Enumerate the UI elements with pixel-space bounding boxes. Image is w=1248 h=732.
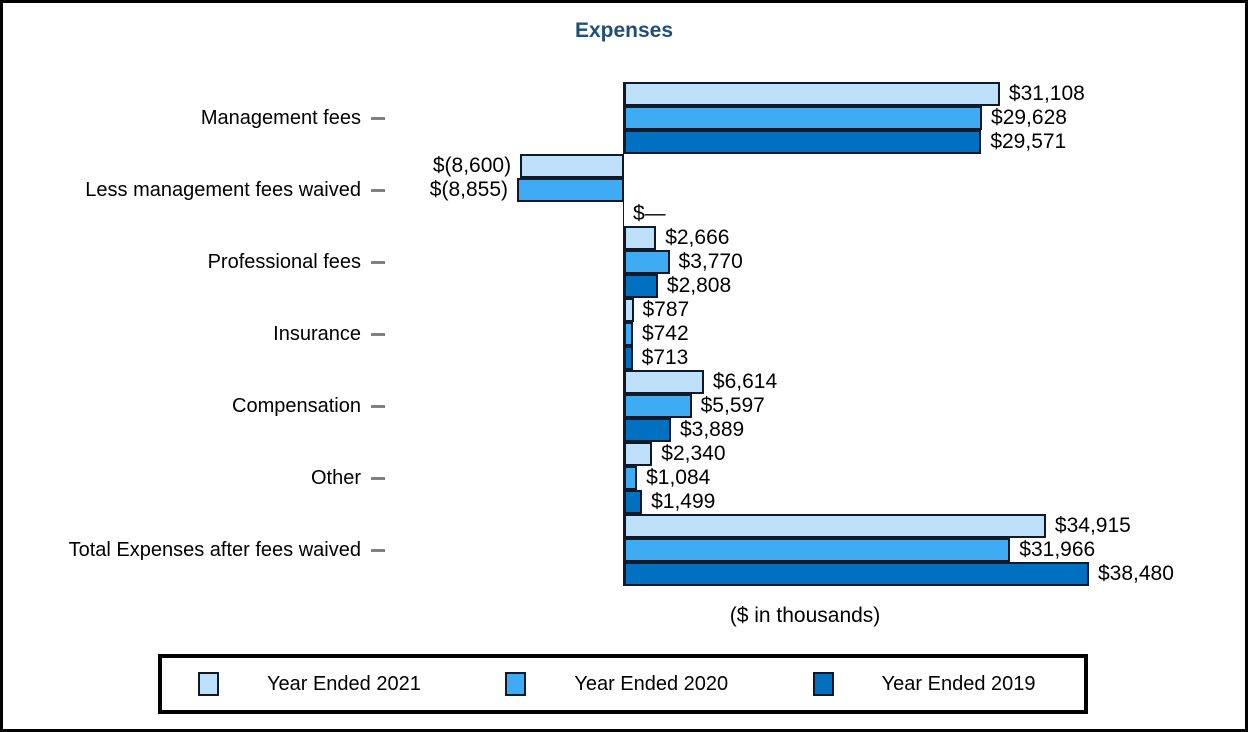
bar bbox=[624, 298, 634, 322]
bar-value-label: $3,770 bbox=[678, 250, 743, 273]
bar bbox=[624, 490, 643, 514]
bar-value-label: $(8,600) bbox=[432, 154, 512, 177]
category-tick bbox=[371, 333, 385, 336]
bar-value-label: $6,614 bbox=[712, 370, 778, 393]
bar bbox=[624, 466, 638, 490]
bar bbox=[624, 442, 653, 466]
bar bbox=[624, 322, 633, 346]
bar bbox=[624, 514, 1046, 538]
bar bbox=[624, 394, 692, 418]
bar bbox=[624, 250, 670, 274]
bar-value-label: $(8,855) bbox=[429, 178, 508, 201]
bar-value-label: $2,340 bbox=[661, 442, 726, 465]
legend-label-2020: Year Ended 2020 bbox=[574, 672, 729, 695]
category-tick bbox=[371, 405, 385, 408]
bar-value-label: $31,966 bbox=[1019, 538, 1096, 561]
plot-area: Management fees $31,108 $29,628 $29,571 Less… bbox=[3, 3, 1245, 729]
legend-swatch-2020 bbox=[505, 672, 527, 696]
bar bbox=[624, 274, 658, 298]
category-label: Professional fees bbox=[207, 250, 361, 273]
category-label: Compensation bbox=[232, 394, 361, 417]
legend-label-2021: Year Ended 2021 bbox=[267, 672, 421, 695]
bar-value-label: $713 bbox=[641, 346, 689, 369]
bar-value-label: $2,808 bbox=[666, 274, 732, 297]
legend-item-2019: Year Ended 2019 bbox=[777, 658, 1084, 710]
axis-units-label: ($ in thousands) bbox=[729, 604, 881, 627]
category-tick bbox=[371, 189, 385, 192]
bar-value-label: $787 bbox=[642, 298, 690, 321]
bar-value-label: $— bbox=[633, 202, 666, 225]
bar-value-label: $29,628 bbox=[991, 106, 1067, 129]
category-tick bbox=[371, 117, 385, 120]
bar-value-label: $34,915 bbox=[1054, 514, 1131, 537]
bar-value-label: $29,571 bbox=[990, 130, 1067, 153]
bar-value-label: $742 bbox=[641, 322, 689, 345]
legend-item-2020: Year Ended 2020 bbox=[469, 658, 776, 710]
legend: Year Ended 2021 Year Ended 2020 Year End… bbox=[158, 654, 1088, 714]
bar bbox=[624, 370, 704, 394]
category-label: Less management fees waived bbox=[85, 178, 361, 201]
category-label: Other bbox=[310, 466, 361, 489]
bar-value-label: $5,597 bbox=[700, 394, 765, 417]
bar-value-label: $2,666 bbox=[665, 226, 730, 249]
bar-value-label: $3,889 bbox=[679, 418, 745, 441]
bar-value-label: $1,499 bbox=[651, 490, 716, 513]
bar bbox=[624, 106, 983, 130]
bar bbox=[624, 82, 1000, 106]
chart-title: Expenses bbox=[574, 19, 674, 42]
bar bbox=[624, 130, 982, 154]
bar bbox=[624, 346, 633, 370]
bar-value-label: $1,084 bbox=[646, 466, 711, 489]
category-tick bbox=[371, 477, 385, 480]
category-label: Total Expenses after fees waived bbox=[68, 538, 361, 561]
bar bbox=[624, 226, 657, 250]
category-tick bbox=[371, 261, 385, 264]
legend-swatch-2021 bbox=[198, 672, 219, 696]
bar bbox=[516, 178, 624, 202]
category-label: Management fees bbox=[200, 106, 361, 129]
category-label: Insurance bbox=[273, 322, 361, 345]
bar bbox=[624, 562, 1089, 586]
bar-value-label: $31,108 bbox=[1008, 82, 1085, 105]
category-tick bbox=[371, 549, 385, 552]
bar bbox=[624, 538, 1011, 562]
zero-axis-line bbox=[623, 82, 624, 586]
bar-value-label: $38,480 bbox=[1098, 562, 1174, 585]
legend-label-2019: Year Ended 2019 bbox=[881, 672, 1036, 695]
legend-swatch-2019 bbox=[812, 672, 834, 696]
bar bbox=[624, 418, 671, 442]
legend-item-2021: Year Ended 2021 bbox=[162, 658, 469, 710]
bar bbox=[520, 154, 624, 178]
